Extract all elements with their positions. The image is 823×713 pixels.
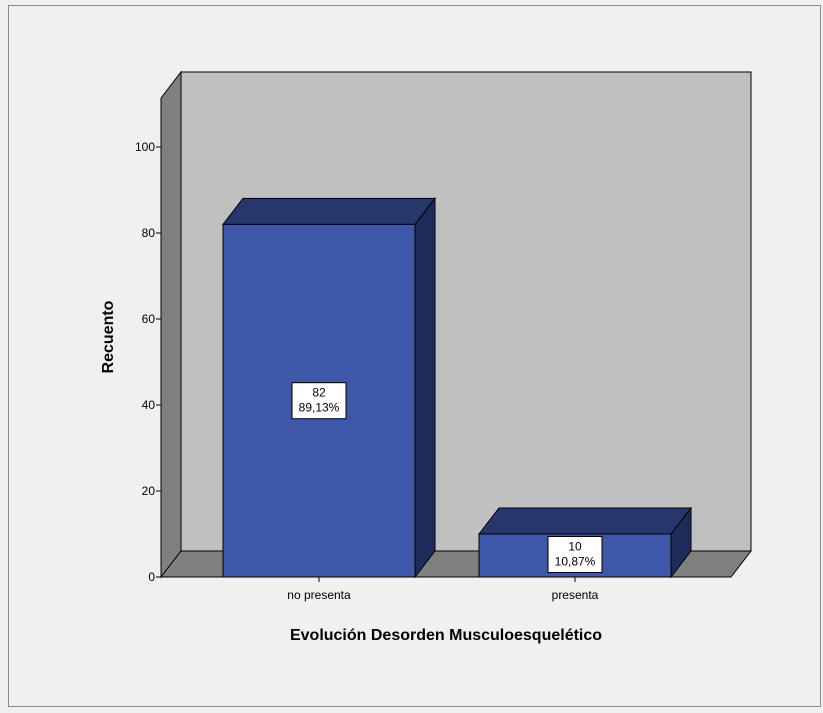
y-tick-label: 0 xyxy=(148,570,155,584)
y-tick-label: 60 xyxy=(142,312,156,326)
data-label-percent: 10,87% xyxy=(555,555,596,569)
x-axis-title: Evolución Desorden Musculoesquelético xyxy=(290,627,602,644)
y-tick-label: 100 xyxy=(135,140,155,154)
data-label-box xyxy=(291,382,347,420)
y-axis: 0 20 40 60 80 100 xyxy=(135,140,162,584)
bar-top xyxy=(221,197,437,225)
left-wall xyxy=(160,70,182,579)
x-tick-label: presenta xyxy=(552,588,599,602)
x-tick-label: no presenta xyxy=(287,588,351,602)
data-label-percent: 89,13% xyxy=(299,401,340,415)
chart-frame: 0 20 40 60 80 100 82 89,13% 10 10,87% no present… xyxy=(8,5,821,707)
y-tick-label: 80 xyxy=(142,226,156,240)
y-tick-label: 40 xyxy=(142,398,156,412)
data-label-value: 10 xyxy=(568,540,582,554)
y-tick-label: 20 xyxy=(142,484,156,498)
bar-top xyxy=(477,507,693,535)
y-axis-title: Recuento xyxy=(100,300,117,373)
bar-side xyxy=(414,196,436,579)
x-axis: no presenta presenta xyxy=(287,577,599,602)
data-label-value: 82 xyxy=(312,386,326,400)
data-label-box xyxy=(547,536,603,573)
